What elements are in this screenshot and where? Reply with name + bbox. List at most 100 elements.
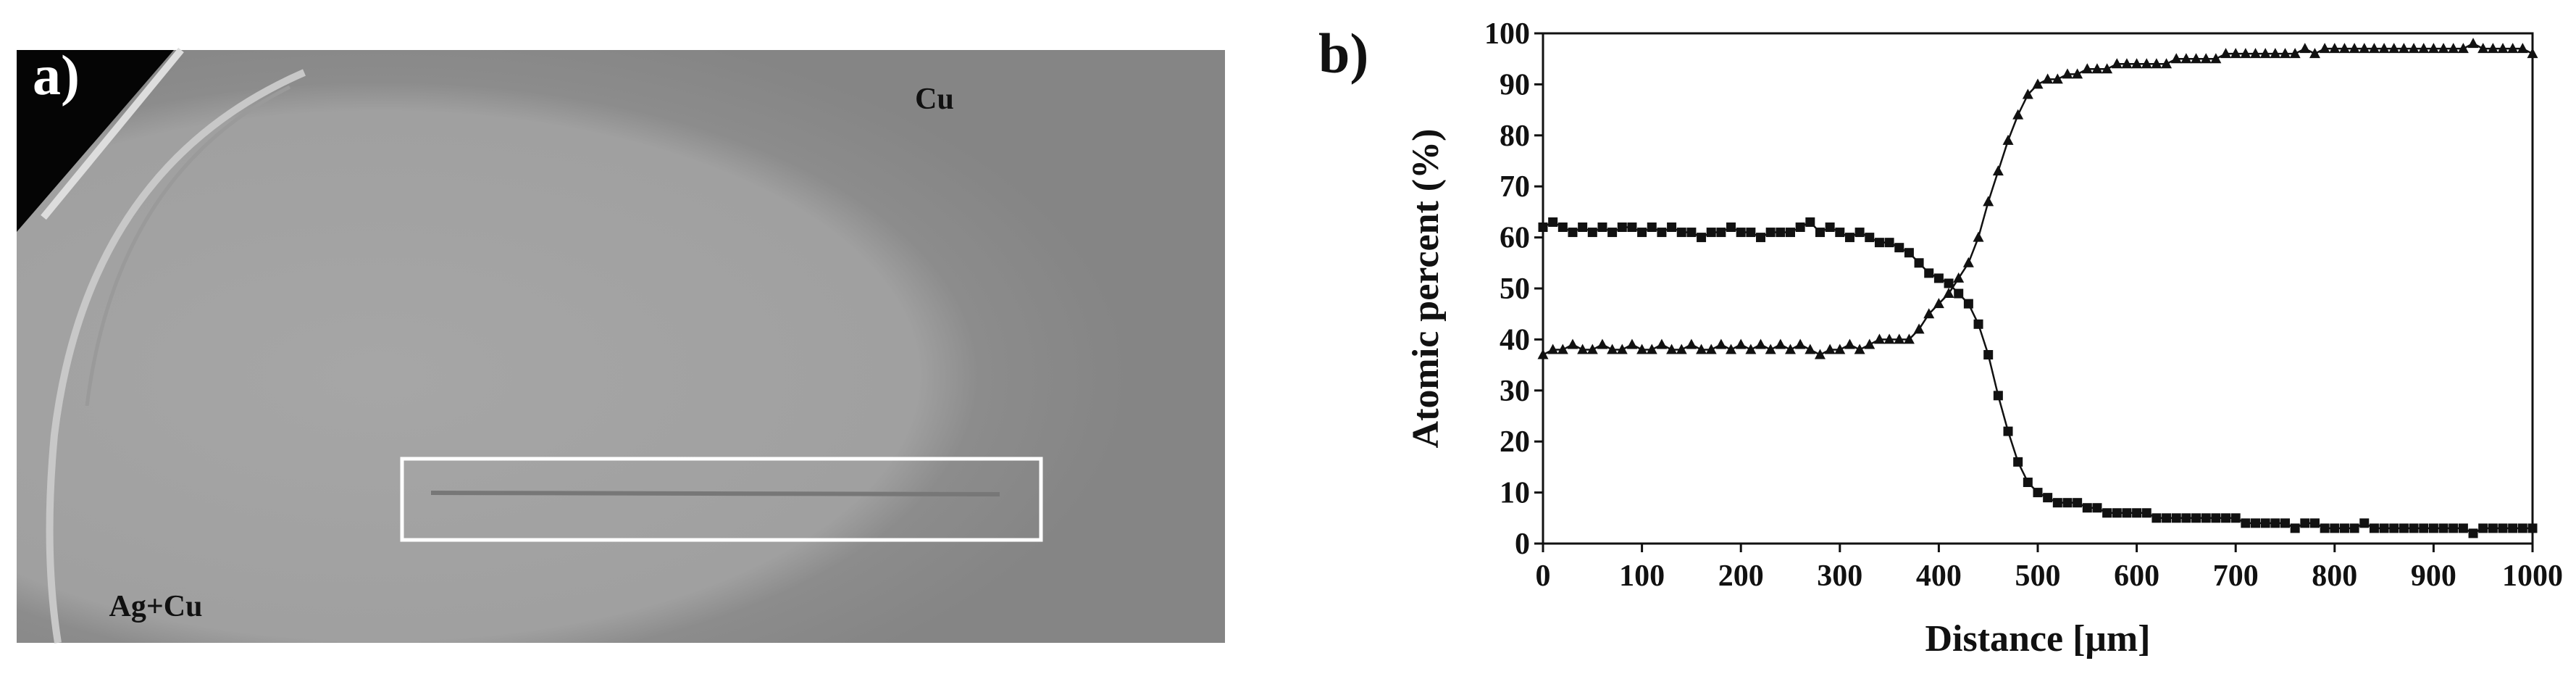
triangle-marker <box>2517 43 2528 54</box>
triangle-marker <box>2329 43 2341 54</box>
square-marker <box>1933 273 1944 283</box>
square-marker <box>2102 508 2112 518</box>
triangle-marker <box>1785 344 1796 354</box>
triangle-marker <box>1844 338 1855 349</box>
triangle-marker <box>2388 43 2400 54</box>
triangle-marker <box>1883 333 1895 344</box>
square-marker <box>1765 228 1776 238</box>
triangle-marker <box>1775 338 1786 349</box>
triangle-marker <box>1933 298 1944 309</box>
y-tick-label: 10 <box>1500 477 1530 510</box>
panel-label: b) <box>1318 22 1368 85</box>
square-marker <box>2211 513 2221 523</box>
square-marker <box>1944 278 1954 288</box>
square-marker <box>2359 518 2370 528</box>
square-marker <box>2230 513 2241 523</box>
triangle-marker <box>1567 338 1578 349</box>
triangle-marker <box>2180 53 2192 64</box>
square-marker <box>2251 518 2261 528</box>
panel-label: a) <box>33 43 80 107</box>
square-marker <box>1607 228 1618 238</box>
triangle-marker <box>2270 48 2281 59</box>
square-marker <box>2062 498 2073 508</box>
square-marker <box>2527 523 2538 533</box>
square-marker <box>1557 222 1568 233</box>
triangle-marker <box>1943 288 1954 299</box>
triangle-marker <box>2448 43 2459 54</box>
square-marker <box>1835 228 1845 238</box>
square-marker <box>1697 233 1707 243</box>
square-marker <box>2449 523 2459 533</box>
y-tick-label: 50 <box>1500 272 1530 306</box>
triangle-marker <box>2121 58 2133 69</box>
triangle-marker <box>1616 344 1628 354</box>
square-marker <box>1667 222 1677 233</box>
triangle-marker <box>2418 43 2430 54</box>
triangle-marker <box>2210 53 2222 64</box>
triangle-marker <box>2220 48 2232 59</box>
triangle-marker <box>1597 338 1608 349</box>
square-marker <box>2290 523 2300 533</box>
triangle-marker <box>2170 53 2182 64</box>
triangle-marker <box>2527 48 2538 59</box>
y-tick-label: 80 <box>1500 120 1530 153</box>
triangle-marker <box>2398 43 2409 54</box>
triangle-marker <box>2338 43 2350 54</box>
square-marker <box>1578 222 1588 233</box>
triangle-marker <box>1873 333 1885 344</box>
square-marker <box>2221 513 2231 523</box>
square-marker <box>2458 523 2468 533</box>
triangle-marker <box>1834 344 1846 354</box>
triangle-marker <box>1696 344 1707 354</box>
triangle-marker <box>2359 43 2370 54</box>
square-marker <box>1865 233 1875 243</box>
triangle-marker <box>2161 58 2173 69</box>
triangle-marker <box>2042 73 2054 84</box>
square-marker <box>2389 523 2399 533</box>
x-tick-label: 600 <box>2114 559 2159 593</box>
square-marker <box>2043 493 2053 503</box>
square-marker <box>1627 222 1637 233</box>
square-marker <box>1726 222 1736 233</box>
triangle-marker <box>1814 349 1826 359</box>
square-marker <box>2339 523 2349 533</box>
square-marker <box>2478 523 2488 533</box>
edge-bright <box>41 47 184 220</box>
square-marker <box>1973 319 1983 329</box>
x-tick-label: 400 <box>1916 559 1962 593</box>
square-marker <box>1538 222 1548 233</box>
square-marker <box>2151 513 2162 523</box>
square-marker <box>1706 228 1716 238</box>
square-marker <box>2419 523 2429 533</box>
square-marker <box>2052 498 2062 508</box>
triangle-marker <box>2012 109 2024 120</box>
square-marker <box>1805 217 1815 227</box>
triangle-marker <box>2378 43 2390 54</box>
square-marker <box>2428 523 2438 533</box>
triangle-marker <box>2230 48 2241 59</box>
x-tick-label: 200 <box>1718 559 1764 593</box>
square-marker <box>2270 518 2280 528</box>
square-marker <box>1686 228 1697 238</box>
square-marker <box>1874 238 1884 248</box>
edge-inner <box>85 85 291 407</box>
phase-label: Cu <box>915 83 954 116</box>
y-tick-label: 0 <box>1515 528 1530 561</box>
triangle-marker <box>2438 43 2449 54</box>
triangle-marker <box>2507 43 2519 54</box>
scan-line <box>430 491 1000 496</box>
x-tick-label: 800 <box>2312 559 2357 593</box>
triangle-marker <box>1656 338 1668 349</box>
square-marker <box>2280 518 2290 528</box>
plot-frame <box>1542 32 2534 545</box>
triangle-marker <box>1745 344 1757 354</box>
triangle-marker <box>2457 43 2469 54</box>
triangle-marker <box>1765 344 1776 354</box>
square-marker <box>2517 523 2527 533</box>
square-marker <box>2023 478 2033 488</box>
x-tick-label: 100 <box>1619 559 1665 593</box>
triangle-marker <box>1607 344 1618 354</box>
square-marker <box>1736 228 1746 238</box>
square-marker <box>2033 488 2043 498</box>
triangle-marker <box>2250 48 2262 59</box>
